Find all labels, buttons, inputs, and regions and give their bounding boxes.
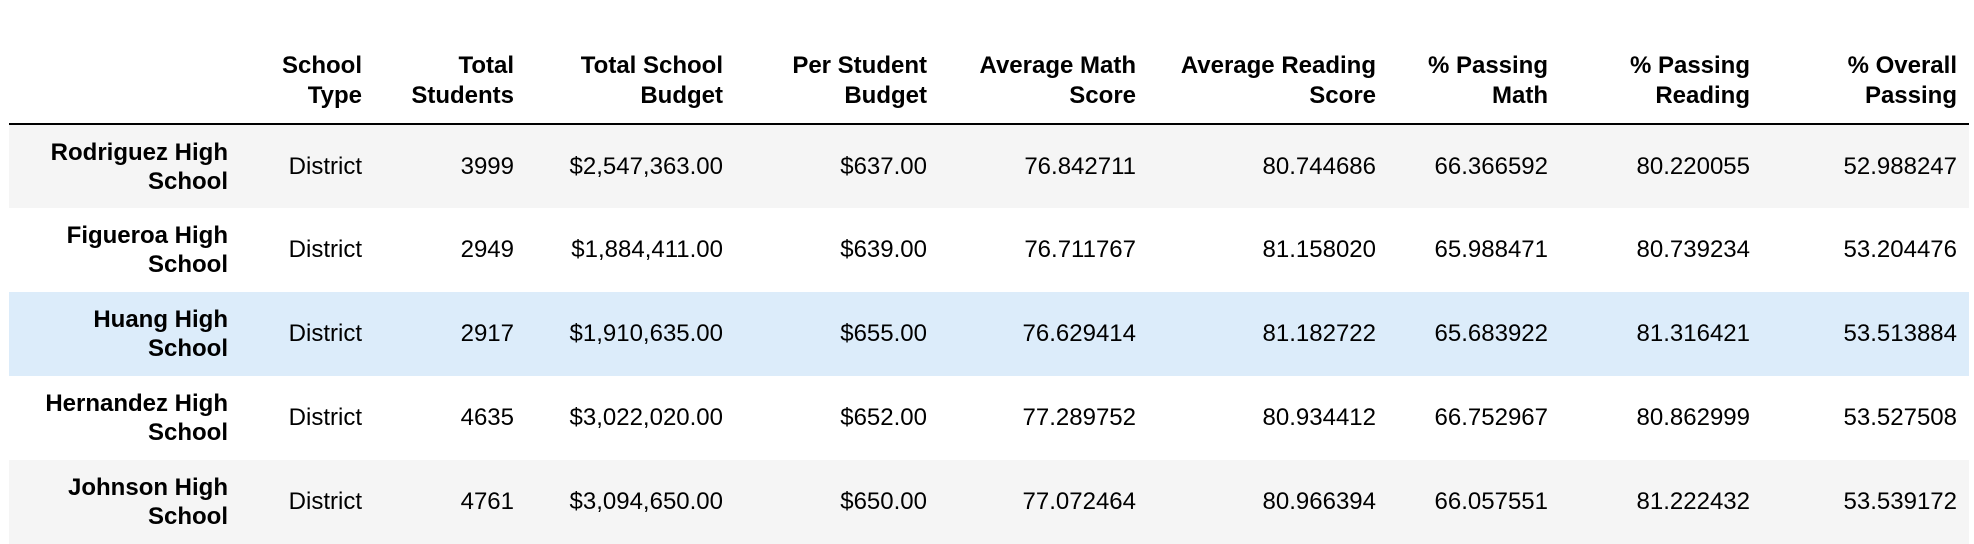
cell-school-type: District [288, 404, 362, 431]
cell-passing-reading: 81.316421 [1560, 292, 1762, 376]
row-index-school-name: Johnson High School [9, 460, 240, 544]
school-name-line: School [147, 167, 228, 195]
cell-per-student-budget: $650.00 [735, 460, 939, 544]
table-row: Hernandez High School District 4635 $3,0… [9, 376, 1969, 460]
header-overall-passing: % Overall Passing [1762, 0, 1969, 125]
cell-passing-math: 66.752967 [1434, 404, 1548, 431]
cell-average-math-score: 77.289752 [1022, 404, 1136, 431]
cell-school-type: District [240, 124, 374, 208]
cell-school-type: District [288, 236, 362, 263]
header-total-school-budget: Total School Budget [526, 0, 735, 125]
cell-total-school-budget: $1,910,635.00 [526, 292, 735, 376]
cell-total-students: 2949 [460, 236, 514, 263]
header-label: Math [1492, 82, 1548, 109]
table-body: Rodriguez High School District 3999 $2,5… [9, 124, 1969, 544]
header-label: Budget [640, 82, 723, 109]
header-average-math-score: Average Math Score [939, 0, 1148, 125]
header-label: School [281, 52, 362, 79]
header-total-students: Total Students [374, 0, 526, 125]
cell-passing-math: 66.057551 [1388, 460, 1560, 544]
school-name-line: School [147, 251, 228, 278]
header-label: Score [1309, 82, 1376, 109]
header-passing-math: % Passing Math [1388, 0, 1560, 125]
header-label: Total School [580, 52, 723, 79]
cell-total-school-budget: $1,884,411.00 [571, 236, 723, 263]
header-label: Budget [844, 82, 927, 109]
table-row: Figueroa High School District 2949 $1,88… [9, 208, 1969, 292]
cell-school-type: District [240, 460, 374, 544]
school-name-line: Figueroa High [66, 222, 228, 249]
header-label: % Passing [1629, 52, 1750, 79]
index-header [9, 0, 240, 125]
cell-passing-math: 66.366592 [1388, 124, 1560, 208]
cell-passing-reading: 81.222432 [1560, 460, 1762, 544]
cell-total-students: 4761 [374, 460, 526, 544]
header-label: Score [1069, 82, 1136, 109]
row-index-school-name: Huang High School [9, 292, 240, 376]
row-index-school-name: Figueroa High School [9, 208, 240, 292]
cell-per-student-budget: $637.00 [735, 124, 939, 208]
school-name-line: School [147, 335, 228, 362]
cell-per-student-budget: $652.00 [840, 404, 927, 431]
school-name-line: Rodriguez High [50, 138, 228, 166]
header-label: Average Reading [1180, 52, 1376, 79]
cell-overall-passing: 53.204476 [1843, 236, 1957, 263]
school-name-line: Huang High [93, 306, 228, 333]
cell-overall-passing: 53.539172 [1762, 460, 1969, 544]
school-name-line: Hernandez High [45, 390, 228, 417]
cell-passing-reading: 80.220055 [1560, 124, 1762, 208]
table-header: School Type Total Students Total School … [9, 0, 1969, 125]
cell-average-math-score: 76.629414 [939, 292, 1148, 376]
cell-average-reading-score: 80.934412 [1262, 404, 1376, 431]
header-per-student-budget: Per Student Budget [735, 0, 939, 125]
header-label: Reading [1655, 82, 1750, 109]
row-index-school-name: Rodriguez High School [9, 124, 240, 208]
cell-per-student-budget: $639.00 [840, 236, 927, 263]
cell-overall-passing: 52.988247 [1762, 124, 1969, 208]
header-label: Passing [1864, 82, 1957, 109]
header-label: % Passing [1427, 52, 1548, 79]
cell-average-reading-score: 80.744686 [1148, 124, 1388, 208]
cell-passing-reading: 80.739234 [1636, 236, 1750, 263]
cell-overall-passing: 53.527508 [1843, 404, 1957, 431]
cell-total-students: 4635 [460, 404, 514, 431]
cell-average-math-score: 77.072464 [939, 460, 1148, 544]
cell-passing-reading: 80.862999 [1636, 404, 1750, 431]
cell-overall-passing: 53.513884 [1762, 292, 1969, 376]
cell-passing-math: 65.988471 [1434, 236, 1548, 263]
header-label: Students [411, 82, 514, 109]
cell-passing-math: 65.683922 [1388, 292, 1560, 376]
cell-total-school-budget: $2,547,363.00 [526, 124, 735, 208]
header-label: Total [458, 52, 514, 79]
dataframe-output: School Type Total Students Total School … [9, 0, 1969, 544]
cell-total-students: 2917 [374, 292, 526, 376]
table-row: Huang High School District 2917 $1,910,6… [9, 292, 1969, 376]
cell-average-reading-score: 81.182722 [1148, 292, 1388, 376]
cell-total-students: 3999 [374, 124, 526, 208]
row-index-school-name: Hernandez High School [9, 376, 240, 460]
cell-average-reading-score: 81.158020 [1262, 236, 1376, 263]
cell-average-math-score: 76.842711 [939, 124, 1148, 208]
header-label: Average Math [979, 52, 1137, 79]
header-school-type: School Type [240, 0, 374, 125]
school-name-line: School [147, 419, 228, 446]
header-passing-reading: % Passing Reading [1560, 0, 1762, 125]
header-label: % Overall [1847, 52, 1957, 79]
cell-school-type: District [240, 292, 374, 376]
header-label: Per Student [792, 52, 927, 79]
table-row: Rodriguez High School District 3999 $2,5… [9, 124, 1969, 208]
cell-per-student-budget: $655.00 [735, 292, 939, 376]
cell-total-school-budget: $3,094,650.00 [526, 460, 735, 544]
cell-total-school-budget: $3,022,020.00 [569, 404, 723, 431]
header-row: School Type Total Students Total School … [9, 0, 1969, 125]
cell-average-math-score: 76.711767 [1024, 236, 1136, 263]
school-name-line: School [147, 503, 228, 530]
header-label: Type [307, 82, 362, 109]
school-name-line: Johnson High [68, 474, 228, 501]
school-summary-table: School Type Total Students Total School … [9, 0, 1969, 544]
header-average-reading-score: Average Reading Score [1148, 0, 1388, 125]
table-row: Johnson High School District 4761 $3,094… [9, 460, 1969, 544]
cell-average-reading-score: 80.966394 [1148, 460, 1388, 544]
